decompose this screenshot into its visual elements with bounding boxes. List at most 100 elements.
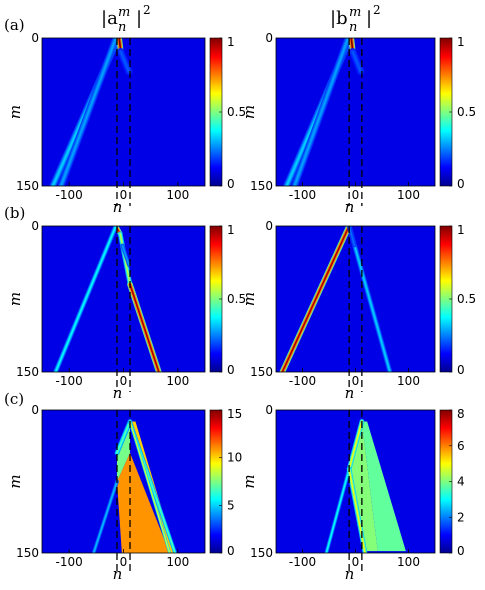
heatmap-panel: -100 0 100 0 150 n m 1 0.5 0	[240, 31, 476, 216]
x-tick-label: 0	[120, 374, 128, 388]
svg-text:n: n	[118, 20, 126, 35]
svg-text:|a: |a	[101, 8, 118, 29]
colorbar-tick-label: 0	[227, 177, 235, 191]
x-tick-label: -100	[289, 374, 316, 388]
svg-text:2: 2	[143, 3, 151, 17]
heatmap-plot-area	[49, 38, 133, 186]
colorbar-tick-label: 0.5	[457, 292, 476, 306]
intensity-beam	[129, 420, 171, 553]
svg-text:m: m	[349, 5, 361, 20]
y-tick-label: 150	[16, 546, 39, 560]
svg-text:|b: |b	[330, 8, 348, 29]
colorbar-tick-label: 1	[227, 223, 235, 237]
y-tick-label: 150	[250, 546, 273, 560]
x-tick-label: 0	[352, 555, 360, 569]
intensity-beam	[281, 226, 350, 372]
colorbar-tick-label: 1	[227, 35, 235, 49]
y-tick-label: 150	[250, 365, 273, 379]
heatmap-plot-area	[283, 38, 365, 186]
x-tick-label: 100	[397, 555, 420, 569]
colorbar-tick-label: 0.5	[227, 105, 246, 119]
column-title-left: |a m n | 2	[101, 3, 151, 35]
x-tick-label: -100	[56, 374, 83, 388]
x-tick-label: 100	[166, 555, 189, 569]
intensity-beam	[351, 50, 362, 73]
colorbar-tick-label: 8	[457, 407, 465, 421]
intensity-beam	[348, 226, 355, 247]
y-axis-label: m	[240, 474, 258, 488]
intensity-region	[349, 421, 378, 552]
x-tick-label: 100	[166, 188, 189, 202]
row-label: (a)	[4, 16, 25, 34]
x-tick-label: 0	[120, 188, 128, 202]
intensity-beam	[93, 480, 118, 553]
heatmap-panel: -100 0 100 0 150 n m (b) 1 0.5 0	[4, 204, 246, 402]
x-tick-label: -100	[56, 188, 83, 202]
x-tick-label: -100	[289, 188, 316, 202]
row-label: (b)	[4, 204, 25, 222]
svg-text:|: |	[136, 8, 142, 29]
heatmap-plot-area	[279, 226, 393, 372]
x-axis-label: n	[113, 565, 123, 583]
colorbar-tick-label: 0	[457, 544, 465, 558]
y-axis-label: m	[6, 292, 24, 306]
y-tick-label: 150	[16, 365, 39, 379]
x-tick-label: 0	[352, 374, 360, 388]
y-axis-label: m	[240, 292, 258, 306]
intensity-beam	[348, 226, 391, 372]
colorbar-tick-label: 6	[457, 439, 465, 453]
colorbar-tick-label: 4	[457, 475, 465, 489]
column-title-right: |b m n | 2	[330, 3, 381, 35]
intensity-beam	[119, 50, 131, 73]
intensity-beam	[348, 468, 366, 553]
y-axis-label: m	[6, 105, 24, 119]
colorbar-tick-label: 0	[227, 544, 235, 558]
x-tick-label: 100	[166, 374, 189, 388]
y-tick-label: 0	[31, 403, 39, 417]
intensity-region	[361, 421, 406, 552]
colorbar-tick-label: 1	[457, 35, 465, 49]
x-tick-label: 0	[352, 188, 360, 202]
intensity-beam	[129, 283, 160, 372]
intensity-beam	[121, 244, 130, 266]
intensity-beam	[348, 420, 363, 470]
x-axis-label: n	[345, 384, 355, 402]
colorbar-tick-label: 10	[227, 451, 242, 465]
heatmap-plot-area	[324, 419, 406, 553]
colorbar-tick-label: 15	[227, 407, 242, 421]
x-tick-label: 0	[120, 555, 128, 569]
svg-text:m: m	[118, 5, 130, 20]
x-tick-label: -100	[289, 555, 316, 569]
x-axis-label: n	[345, 198, 355, 216]
svg-text:n: n	[349, 20, 357, 35]
x-axis-label: n	[345, 565, 355, 583]
intensity-beam	[293, 38, 350, 186]
heatmap-panel: -100 0 100 0 150 n m (c) 15 10 5 0	[4, 390, 242, 583]
colorbar-tick-label: 2	[457, 510, 465, 524]
y-axis-label: m	[6, 474, 24, 488]
intensity-region	[116, 421, 131, 482]
y-axis-label: m	[240, 105, 258, 119]
y-tick-label: 150	[250, 179, 273, 193]
x-tick-label: -100	[56, 555, 83, 569]
colorbar-tick-label: 0	[457, 177, 465, 191]
y-tick-label: 0	[31, 31, 39, 45]
heatmap-panel: -100 0 100 0 150 n m 1 0.5 0	[240, 219, 476, 402]
x-axis-label: n	[113, 384, 123, 402]
intensity-beam	[116, 420, 131, 454]
intensity-beam	[54, 226, 117, 372]
heatmap-panel: -100 0 100 0 150 n m 8 6 4 2 0	[240, 403, 465, 583]
svg-text:2: 2	[373, 3, 381, 17]
x-axis-label: n	[113, 198, 123, 216]
colorbar-tick-label: 0	[227, 363, 235, 377]
row-label: (c)	[4, 390, 24, 408]
x-tick-label: 100	[397, 374, 420, 388]
colorbar-tick-label: 0.5	[457, 105, 476, 119]
svg-text:|: |	[366, 8, 372, 29]
intensity-beam	[325, 468, 350, 553]
heatmap-panel: -100 0 100 0 150 n m (a) 1 0.5 0	[4, 16, 246, 216]
colorbar-tick-label: 0	[457, 363, 465, 377]
y-tick-label: 0	[265, 31, 273, 45]
heatmap-plot-area	[53, 226, 162, 372]
